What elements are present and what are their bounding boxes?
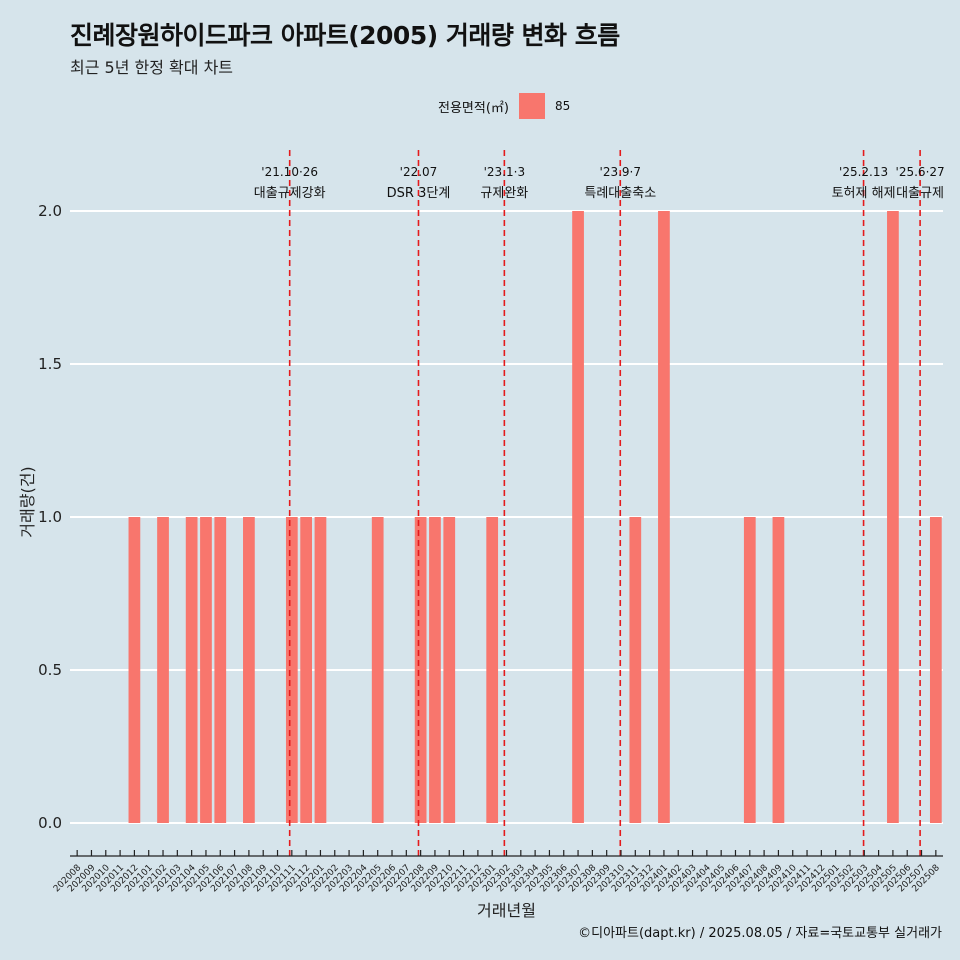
y-axis-title: 거래량(건) (18, 466, 37, 537)
bar (128, 517, 141, 823)
annotation-date: '22.07 (400, 165, 438, 179)
bar (929, 517, 942, 823)
annotation-date: '21.10·26 (261, 165, 318, 179)
y-tick-label: 0.5 (38, 661, 62, 679)
legend-label: 85 (554, 99, 571, 113)
y-tick-label: 2.0 (38, 202, 62, 220)
annotation-label: 대출규제강화 (254, 186, 326, 201)
bar (443, 517, 456, 823)
y-tick-label: 1.5 (38, 355, 62, 373)
bar (658, 211, 670, 823)
annotation-date: '25.6·27 (896, 165, 945, 179)
annotation-label: 대출규제 (896, 186, 944, 201)
bar (214, 517, 227, 823)
chart-title: 진례장원하이드파크 아파트(2005) 거래량 변화 흐름 (70, 21, 620, 50)
annotation-date: '25.2.13 (839, 165, 888, 179)
caption: ©디아파트(dapt.kr) / 2025.08.05 / 자료=국토교통부 실… (578, 926, 942, 941)
annotation-label: 규제완화 (480, 186, 528, 201)
bar (743, 517, 756, 823)
bar (200, 517, 212, 823)
bar (243, 517, 255, 823)
legend-title: 전용면적(㎡) (438, 100, 509, 116)
legend-key (518, 93, 545, 119)
legend: 전용면적(㎡) 85 (438, 93, 570, 119)
annotation-label: 특례대출축소 (584, 186, 656, 201)
bar (314, 517, 327, 823)
x-axis-title: 거래년월 (477, 901, 536, 920)
bar (572, 211, 584, 823)
bar (300, 517, 313, 823)
bar (429, 517, 441, 823)
bar (285, 517, 298, 823)
chart-subtitle: 최근 5년 한정 확대 차트 (70, 58, 234, 77)
bar (185, 517, 198, 823)
annotation-label: DSR 3단계 (387, 186, 451, 201)
bar (486, 517, 499, 823)
y-tick-label: 1.0 (38, 508, 62, 526)
bar (887, 211, 899, 823)
annotation-label: 토허제 해제 (832, 186, 896, 201)
bar (157, 517, 169, 823)
bar (371, 517, 384, 823)
annotation-date: '23.9·7 (600, 165, 641, 179)
bar (414, 517, 427, 823)
bar (772, 517, 785, 823)
annotation-date: '23.1·3 (484, 165, 525, 179)
y-tick-label: 0.0 (38, 814, 62, 832)
bar (629, 517, 642, 823)
